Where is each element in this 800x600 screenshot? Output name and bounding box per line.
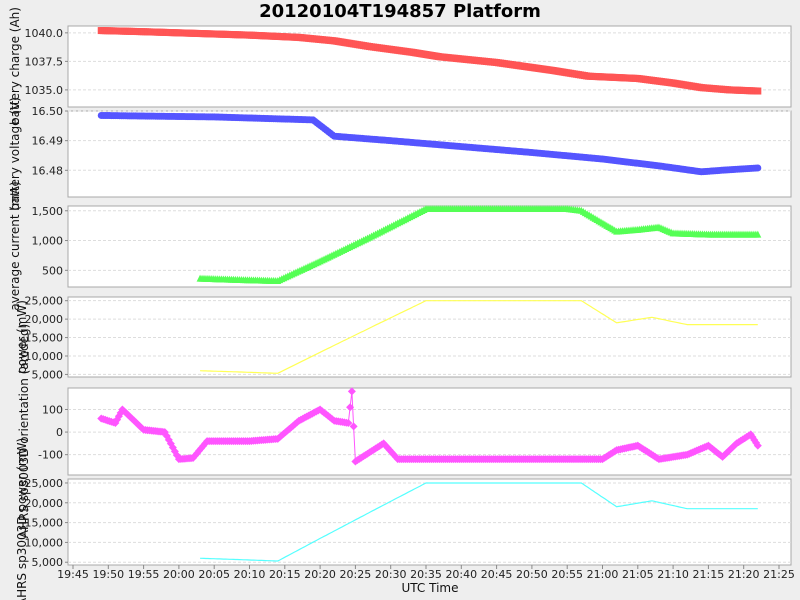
- svg-text:-100: -100: [38, 449, 63, 462]
- svg-text:21:15: 21:15: [693, 568, 725, 581]
- svg-text:1,500: 1,500: [32, 205, 64, 218]
- svg-text:1035.0: 1035.0: [25, 84, 64, 97]
- svg-text:21:05: 21:05: [622, 568, 654, 581]
- series-line: [200, 482, 758, 562]
- svg-text:21:20: 21:20: [728, 568, 760, 581]
- svg-text:16.48: 16.48: [32, 164, 64, 177]
- svg-text:1037.5: 1037.5: [25, 55, 64, 68]
- y-axis-label: AHRS sp3003D power (mW): [15, 438, 29, 600]
- panel-1: 16.48 16.49 16.50 battery voltage (V): [8, 97, 792, 211]
- chart-title: 20120104T194857 Platform: [259, 1, 541, 22]
- svg-text:21:25: 21:25: [763, 568, 795, 581]
- svg-text:20:00: 20:00: [163, 568, 195, 581]
- svg-text:19:55: 19:55: [128, 568, 160, 581]
- svg-text:20:30: 20:30: [375, 568, 407, 581]
- svg-text:20:05: 20:05: [198, 568, 230, 581]
- svg-text:20:25: 20:25: [340, 568, 372, 581]
- svg-text:0: 0: [56, 426, 63, 439]
- svg-text:21:00: 21:00: [587, 568, 619, 581]
- y-axis-label: AHRS sp3003D orientation (arcdeg): [17, 324, 31, 539]
- svg-text:20:50: 20:50: [516, 568, 548, 581]
- y-axis-label: battery charge (Ah): [8, 7, 22, 125]
- svg-text:20:20: 20:20: [304, 568, 336, 581]
- svg-text:1,000: 1,000: [32, 235, 64, 248]
- svg-text:20,000: 20,000: [25, 497, 64, 510]
- svg-text:5,000: 5,000: [32, 556, 64, 569]
- svg-text:10,000: 10,000: [25, 536, 64, 549]
- svg-text:5,000: 5,000: [32, 368, 64, 381]
- svg-text:500: 500: [42, 264, 63, 277]
- panel-4: -100 0 100 AHRS sp3003D orientation (arcdeg…: [17, 324, 792, 539]
- svg-text:20,000: 20,000: [25, 313, 64, 326]
- svg-text:20:10: 20:10: [234, 568, 266, 581]
- svg-text:100: 100: [42, 403, 63, 416]
- svg-text:25,000: 25,000: [25, 295, 64, 308]
- svg-text:21:10: 21:10: [657, 568, 689, 581]
- svg-text:1040.0: 1040.0: [25, 27, 64, 40]
- svg-text:16.49: 16.49: [32, 135, 64, 148]
- svg-text:25,000: 25,000: [25, 477, 64, 490]
- svg-text:20:40: 20:40: [445, 568, 477, 581]
- series-line: [200, 300, 758, 374]
- svg-text:20:15: 20:15: [269, 568, 301, 581]
- y-axis-label: battery voltage (V): [8, 97, 22, 211]
- svg-text:20:55: 20:55: [551, 568, 583, 581]
- svg-text:15,000: 15,000: [25, 517, 64, 530]
- svg-text:20:35: 20:35: [410, 568, 442, 581]
- svg-text:19:45: 19:45: [57, 568, 89, 581]
- svg-text:16.50: 16.50: [32, 105, 64, 118]
- x-axis: 19:45 19:50 19:55 20:00 20:05 20:10 20:15 20:20…: [57, 565, 795, 595]
- svg-text:10,000: 10,000: [25, 350, 64, 363]
- y-axis-label: power (mW): [15, 300, 29, 374]
- panel-2: 500 1,000 1,500 average current (mA): [8, 181, 792, 311]
- svg-text:19:50: 19:50: [92, 568, 124, 581]
- x-axis-label: UTC Time: [402, 581, 459, 595]
- svg-text:15,000: 15,000: [25, 332, 64, 345]
- svg-text:20:45: 20:45: [481, 568, 513, 581]
- y-axis-label: average current (mA): [8, 181, 22, 310]
